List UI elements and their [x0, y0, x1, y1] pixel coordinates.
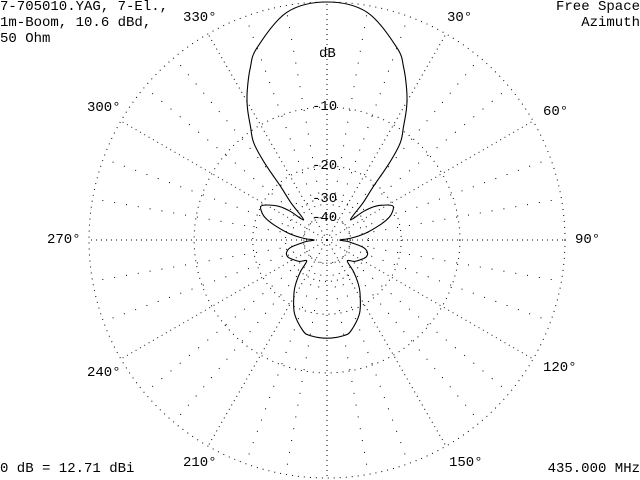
- grid-spoke-minor: [348, 158, 551, 233]
- grid-spoke-minor: [245, 16, 320, 219]
- grid-spoke-major: [120, 239, 328, 360]
- grid-ring: [285, 198, 369, 282]
- angle-label-120: 120°: [543, 360, 577, 376]
- grid-spoke-minor: [92, 198, 305, 237]
- grid-spoke-minor: [341, 57, 481, 223]
- grid-spoke-major: [326, 120, 534, 241]
- angle-label-150: 150°: [449, 455, 483, 471]
- frequency: 435.000 MHz: [547, 461, 640, 477]
- angle-label-330: 330°: [183, 10, 217, 26]
- pattern-trace: [246, 1, 408, 339]
- title-line-3: 50 Ohm: [0, 31, 51, 47]
- title-line-1: 7-705010.YAG, 7-El.,: [0, 0, 169, 15]
- angle-label-210: 210°: [183, 455, 217, 471]
- grid-spoke-minor: [285, 262, 324, 475]
- grid-ring: [88, 1, 566, 479]
- angle-label-60: 60°: [543, 104, 569, 120]
- grid-spoke-major: [207, 33, 328, 241]
- grid-spoke-minor: [334, 16, 409, 219]
- grid-ring: [252, 165, 402, 315]
- grid-spoke-minor: [341, 257, 481, 423]
- grid-spoke-minor: [348, 247, 551, 322]
- mode-line-1: Free Space: [555, 0, 640, 15]
- grid-spoke-minor: [330, 262, 369, 475]
- angle-label-90: 90°: [575, 232, 601, 248]
- grid-spoke-minor: [349, 198, 562, 237]
- grid-spoke-minor: [245, 261, 320, 464]
- radial-tick-label: -40: [312, 210, 338, 226]
- grid-spoke-minor: [344, 86, 510, 226]
- angle-label-300: 300°: [87, 100, 121, 116]
- angle-label-270: 270°: [47, 232, 81, 248]
- grid-spoke-minor: [144, 254, 310, 394]
- radial-tick-label: -30: [312, 191, 338, 207]
- grid-spoke-major: [326, 239, 534, 360]
- grid-spoke-major: [326, 239, 447, 447]
- grid-spoke-minor: [334, 261, 409, 464]
- grid-spoke-major: [207, 239, 328, 447]
- grid-spoke-minor: [344, 254, 510, 394]
- radial-tick-label: -10: [312, 99, 338, 115]
- mode-line-2: Azimuth: [581, 15, 640, 31]
- radial-tick-label: -20: [312, 158, 338, 174]
- radial-unit-label: dB: [319, 46, 336, 62]
- grid-spoke-minor: [144, 86, 310, 226]
- grid-spoke-major: [120, 120, 328, 241]
- grid-spoke-minor: [173, 257, 313, 423]
- title-line-2: 1m-Boom, 10.6 dBd,: [0, 15, 152, 31]
- grid-spoke-minor: [103, 158, 306, 233]
- grid-spoke-major: [326, 33, 447, 241]
- angle-label-30: 30°: [447, 10, 473, 26]
- grid-spoke-minor: [103, 247, 306, 322]
- grid-spoke-minor: [349, 243, 562, 282]
- grid-ring: [193, 106, 461, 374]
- grid-ring: [303, 216, 351, 264]
- angle-label-240: 240°: [87, 365, 121, 381]
- reference-level: 0 dB = 12.71 dBi: [0, 461, 135, 477]
- grid-spoke-minor: [173, 57, 313, 223]
- grid-spoke-minor: [92, 243, 305, 282]
